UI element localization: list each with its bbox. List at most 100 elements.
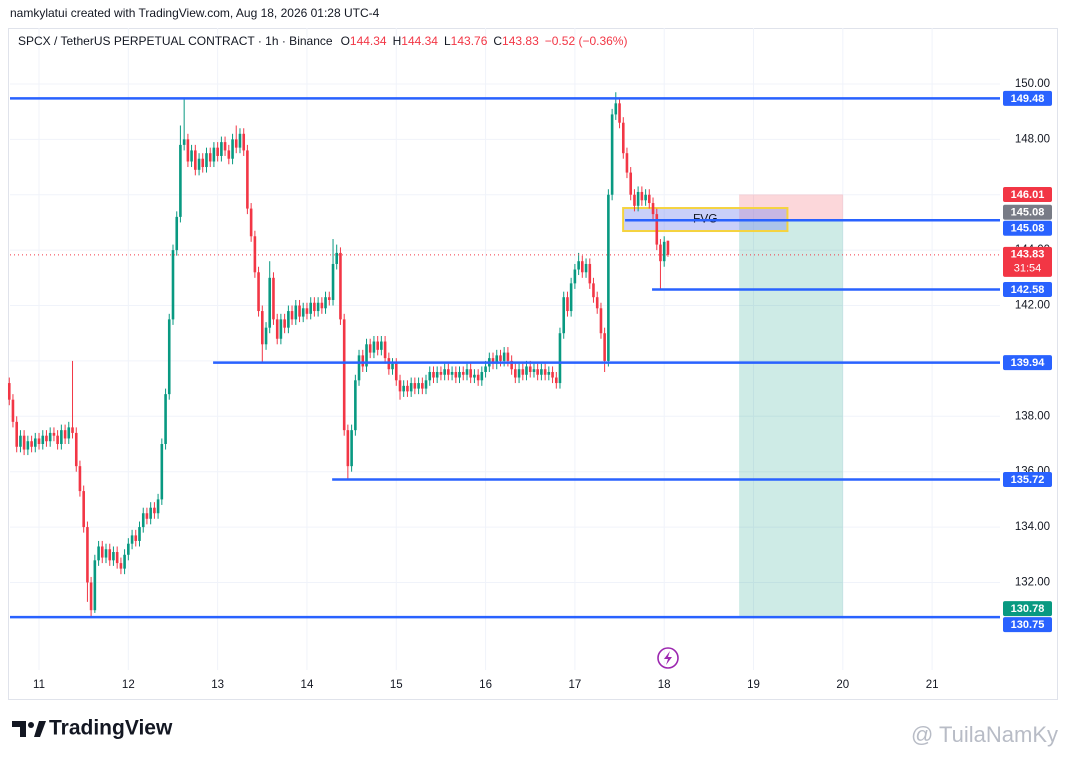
candle-body: [48, 432, 52, 442]
watermark: @ TuilaNamKy: [911, 722, 1058, 747]
candle-body: [357, 355, 361, 381]
candle-body: [56, 435, 59, 444]
y-tick-label: 148.00: [1015, 133, 1050, 145]
y-tick-label: 134.00: [1015, 521, 1050, 533]
symbol: SPCX / TetherUS PERPETUAL CONTRACT · 1h …: [18, 34, 333, 48]
candle-body: [584, 263, 588, 273]
candle-body: [573, 269, 577, 284]
candle-body: [316, 302, 320, 312]
price-box-label: 135.72: [1011, 474, 1045, 486]
candle-body: [625, 153, 629, 173]
candle-body: [179, 144, 182, 217]
icon-bolt[interactable]: [664, 651, 672, 665]
candle-body: [603, 333, 606, 361]
candle-body: [447, 369, 450, 375]
candle-body: [558, 333, 562, 384]
candle-body: [246, 150, 249, 209]
candle-body: [145, 513, 149, 519]
candle-body: [41, 435, 45, 444]
candle-body: [298, 305, 301, 317]
candle-body: [279, 319, 283, 339]
candle-body: [197, 158, 201, 170]
candle-body: [402, 385, 405, 392]
legend-value: 144.34: [350, 34, 387, 48]
candle-body: [208, 153, 212, 162]
candle-body: [621, 122, 625, 154]
icon-ring[interactable]: [657, 647, 679, 669]
candle-body: [37, 438, 41, 444]
candle-body: [577, 261, 580, 270]
legend-key: L: [444, 34, 451, 48]
candle-body: [640, 191, 644, 201]
price-box-label: 130.75: [1011, 619, 1045, 631]
candle-body: [231, 139, 234, 159]
candle-body: [212, 147, 216, 162]
candle-body: [89, 582, 93, 611]
candle-body: [406, 385, 409, 392]
legend-key: H: [393, 34, 402, 48]
candle-body: [171, 250, 175, 320]
candle-body: [19, 435, 22, 447]
x-tick-label: 13: [211, 679, 224, 691]
candle-body: [532, 369, 536, 372]
candle-body: [528, 366, 532, 372]
candle-body: [662, 241, 666, 262]
candle-body: [7, 383, 11, 400]
candle-body: [97, 546, 100, 561]
x-tick-label: 12: [122, 679, 135, 691]
candle-body: [234, 139, 238, 148]
price-box: [1003, 90, 1052, 106]
candle-body: [580, 261, 584, 273]
x-tick-label: 20: [836, 679, 849, 691]
candle-body: [473, 374, 476, 378]
candle-body: [11, 399, 15, 422]
x-tick-label: 14: [301, 679, 314, 691]
candle-body: [186, 139, 190, 162]
candle-body: [461, 371, 465, 375]
candle-body: [205, 153, 208, 168]
candle-body: [220, 142, 223, 156]
candle-body: [22, 435, 26, 450]
candle-body: [74, 432, 78, 467]
candle-body: [182, 139, 186, 145]
candle-body: [82, 491, 85, 528]
candle-body: [510, 360, 513, 370]
candle-body: [130, 535, 134, 544]
candle-body: [372, 341, 376, 353]
candle-body: [138, 527, 141, 541]
price-box: [1003, 355, 1052, 371]
candle-body: [647, 194, 651, 204]
candle-body: [428, 371, 432, 381]
candle-body: [394, 363, 398, 381]
candle-body: [409, 383, 413, 392]
candle-body: [398, 380, 402, 392]
x-tick-label: 19: [747, 679, 760, 691]
candle-body: [376, 341, 379, 350]
grid: [10, 28, 1000, 670]
legend-value: 143.83: [502, 34, 539, 48]
logo-dot: [28, 722, 34, 728]
candle-body: [112, 552, 115, 561]
candle-body: [141, 513, 145, 528]
candle-body: [536, 369, 539, 375]
candle-body: [123, 554, 126, 569]
candle-body: [15, 421, 18, 447]
candle-body: [201, 158, 205, 168]
x-tick-label: 11: [33, 679, 45, 691]
panel-frame: [8, 28, 1058, 700]
candle-body: [551, 371, 554, 378]
candle-body: [119, 563, 123, 569]
candle-body: [543, 369, 547, 375]
candle-body: [268, 277, 272, 328]
candle-body: [435, 371, 439, 378]
candle-body: [666, 240, 670, 255]
candle-body: [164, 394, 167, 444]
x-tick-label: 15: [390, 679, 403, 691]
candle-body: [86, 527, 89, 583]
candle-body: [547, 371, 551, 375]
y-tick-label: 142.00: [1015, 300, 1050, 312]
lightning-icon[interactable]: [657, 647, 679, 669]
candle-body: [555, 377, 558, 384]
